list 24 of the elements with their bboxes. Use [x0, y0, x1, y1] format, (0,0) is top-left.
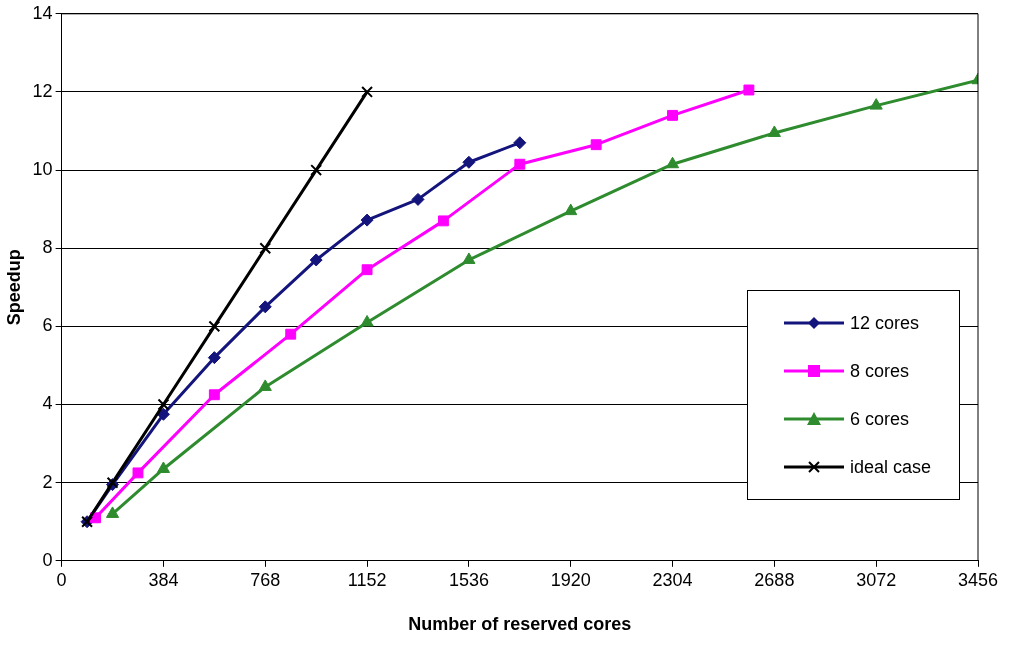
x-tick-label: 3456: [957, 569, 999, 590]
y-tick-label: 14: [32, 2, 53, 23]
x-tick-label: 2304: [652, 569, 693, 590]
legend-label: 8 cores: [849, 360, 909, 382]
x-tick-label: 768: [250, 569, 281, 590]
y-tick-label: 0: [42, 549, 53, 570]
legend-label: ideal case: [849, 456, 931, 478]
x-tick-label: 1920: [550, 569, 591, 590]
x-tick-label: 2688: [754, 569, 795, 590]
legend-label: 6 cores: [849, 408, 909, 430]
x-axis-title: Number of reserved cores: [408, 614, 632, 635]
x-tick-label: 0: [56, 569, 67, 590]
x-tick-label: 3072: [856, 569, 897, 590]
y-tick-label: 10: [32, 159, 53, 180]
y-tick-label: 12: [32, 80, 53, 101]
y-tick-label: 6: [42, 315, 53, 336]
y-tick-label: 2: [42, 471, 53, 492]
legend-label: 12 cores: [849, 312, 919, 334]
y-tick-label: 8: [42, 237, 53, 258]
x-tick-label: 384: [148, 569, 179, 590]
y-axis-title: Speedup: [3, 249, 24, 326]
x-tick-label: 1152: [347, 569, 387, 590]
x-tick-label: 1536: [448, 569, 489, 590]
y-tick-label: 4: [42, 393, 53, 414]
